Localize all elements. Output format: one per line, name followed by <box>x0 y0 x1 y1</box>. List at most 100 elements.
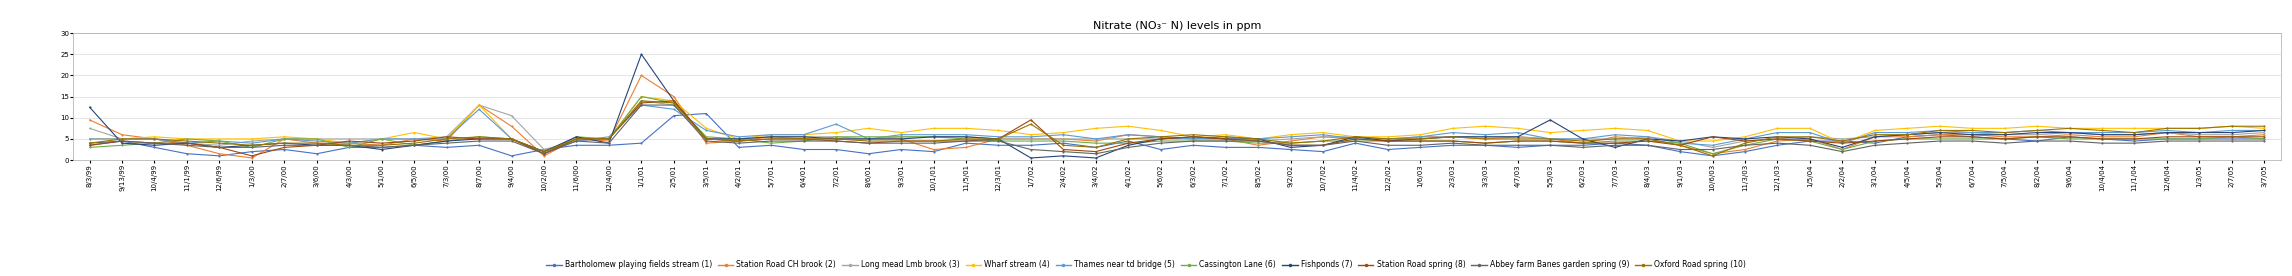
Wharf stream (4) <box>2251 127 2278 130</box>
Oxford Road spring (10) <box>76 142 103 145</box>
Abbey farm Banes garden spring (9) <box>2251 139 2278 143</box>
Line: Abbey farm Banes garden spring (9): Abbey farm Banes garden spring (9) <box>89 104 2264 155</box>
Fishponds (7) <box>628 53 656 56</box>
Thames near td bridge (5) <box>1861 131 1889 134</box>
Cassington Lane (6) <box>1861 139 1889 143</box>
Station Road CH brook (2) <box>2251 133 2278 136</box>
Oxford Road spring (10) <box>1666 144 1694 147</box>
Line: Station Road spring (8): Station Road spring (8) <box>89 100 2264 157</box>
Long mead Lmb brook (3) <box>2120 133 2148 136</box>
Long mead Lmb brook (3) <box>2088 133 2116 136</box>
Thames near td bridge (5) <box>2056 131 2083 134</box>
Wharf stream (4) <box>628 95 656 98</box>
Cassington Lane (6) <box>2056 137 2083 140</box>
Bartholomew playing fields stream (1) <box>2120 139 2148 143</box>
Bartholomew playing fields stream (1) <box>1602 142 1630 145</box>
Station Road spring (8) <box>2056 135 2083 139</box>
Station Road spring (8) <box>2120 137 2148 140</box>
Oxford Road spring (10) <box>1570 139 1598 143</box>
Station Road CH brook (2) <box>76 118 103 121</box>
Oxford Road spring (10) <box>1698 154 1726 158</box>
Line: Station Road CH brook (2): Station Road CH brook (2) <box>89 75 2264 159</box>
Bartholomew playing fields stream (1) <box>2056 135 2083 139</box>
Abbey farm Banes garden spring (9) <box>1861 144 1889 147</box>
Abbey farm Banes garden spring (9) <box>1602 144 1630 147</box>
Fishponds (7) <box>1018 156 1045 160</box>
Long mead Lmb brook (3) <box>628 99 656 102</box>
Line: Oxford Road spring (10): Oxford Road spring (10) <box>89 100 2264 157</box>
Station Road spring (8) <box>660 99 688 102</box>
Wharf stream (4) <box>2088 127 2116 130</box>
Fishponds (7) <box>1698 135 1726 139</box>
Wharf stream (4) <box>529 150 557 153</box>
Long mead Lmb brook (3) <box>2056 131 2083 134</box>
Fishponds (7) <box>2120 133 2148 136</box>
Cassington Lane (6) <box>2120 137 2148 140</box>
Cassington Lane (6) <box>76 146 103 149</box>
Station Road spring (8) <box>2088 137 2116 140</box>
Oxford Road spring (10) <box>1861 133 1889 136</box>
Station Road CH brook (2) <box>238 156 266 160</box>
Line: Long mead Lmb brook (3): Long mead Lmb brook (3) <box>89 100 2264 150</box>
Abbey farm Banes garden spring (9) <box>2120 142 2148 145</box>
Thames near td bridge (5) <box>1602 133 1630 136</box>
Station Road CH brook (2) <box>2088 135 2116 139</box>
Cassington Lane (6) <box>2251 137 2278 140</box>
Bartholomew playing fields stream (1) <box>1698 154 1726 158</box>
Long mead Lmb brook (3) <box>2251 131 2278 134</box>
Station Road spring (8) <box>1698 135 1726 139</box>
Station Road CH brook (2) <box>1602 135 1630 139</box>
Line: Bartholomew playing fields stream (1): Bartholomew playing fields stream (1) <box>89 113 2264 157</box>
Long mead Lmb brook (3) <box>76 127 103 130</box>
Wharf stream (4) <box>1698 139 1726 143</box>
Fishponds (7) <box>1602 146 1630 149</box>
Station Road spring (8) <box>238 154 266 158</box>
Station Road spring (8) <box>1602 142 1630 145</box>
Wharf stream (4) <box>1861 129 1889 132</box>
Abbey farm Banes garden spring (9) <box>529 152 557 155</box>
Station Road CH brook (2) <box>628 74 656 77</box>
Abbey farm Banes garden spring (9) <box>1698 148 1726 151</box>
Cassington Lane (6) <box>529 152 557 155</box>
Station Road spring (8) <box>1861 139 1889 143</box>
Fishponds (7) <box>2251 129 2278 132</box>
Bartholomew playing fields stream (1) <box>2088 137 2116 140</box>
Fishponds (7) <box>2088 133 2116 136</box>
Abbey farm Banes garden spring (9) <box>2056 139 2083 143</box>
Cassington Lane (6) <box>628 95 656 98</box>
Abbey farm Banes garden spring (9) <box>628 104 656 107</box>
Station Road spring (8) <box>76 144 103 147</box>
Abbey farm Banes garden spring (9) <box>2088 142 2116 145</box>
Bartholomew playing fields stream (1) <box>206 154 234 158</box>
Oxford Road spring (10) <box>628 99 656 102</box>
Title: Nitrate (NO₃⁻ N) levels in ppm: Nitrate (NO₃⁻ N) levels in ppm <box>1093 21 1261 31</box>
Oxford Road spring (10) <box>2088 129 2116 132</box>
Thames near td bridge (5) <box>2120 131 2148 134</box>
Fishponds (7) <box>76 105 103 109</box>
Wharf stream (4) <box>2056 127 2083 130</box>
Cassington Lane (6) <box>1602 139 1630 143</box>
Thames near td bridge (5) <box>2088 131 2116 134</box>
Bartholomew playing fields stream (1) <box>692 112 720 115</box>
Line: Fishponds (7): Fishponds (7) <box>89 53 2264 159</box>
Station Road CH brook (2) <box>1861 135 1889 139</box>
Thames near td bridge (5) <box>2251 129 2278 132</box>
Long mead Lmb brook (3) <box>1861 135 1889 139</box>
Station Road CH brook (2) <box>1698 152 1726 155</box>
Station Road CH brook (2) <box>2120 135 2148 139</box>
Fishponds (7) <box>2056 131 2083 134</box>
Oxford Road spring (10) <box>2056 127 2083 130</box>
Cassington Lane (6) <box>1698 152 1726 155</box>
Wharf stream (4) <box>1602 127 1630 130</box>
Line: Thames near td bridge (5): Thames near td bridge (5) <box>89 104 2264 153</box>
Station Road spring (8) <box>2251 135 2278 139</box>
Bartholomew playing fields stream (1) <box>76 144 103 147</box>
Oxford Road spring (10) <box>2251 124 2278 128</box>
Long mead Lmb brook (3) <box>1602 137 1630 140</box>
Wharf stream (4) <box>76 137 103 140</box>
Bartholomew playing fields stream (1) <box>1861 142 1889 145</box>
Cassington Lane (6) <box>2088 137 2116 140</box>
Wharf stream (4) <box>2120 127 2148 130</box>
Abbey farm Banes garden spring (9) <box>76 142 103 145</box>
Legend: Bartholomew playing fields stream (1), Station Road CH brook (2), Long mead Lmb : Bartholomew playing fields stream (1), S… <box>545 261 1747 269</box>
